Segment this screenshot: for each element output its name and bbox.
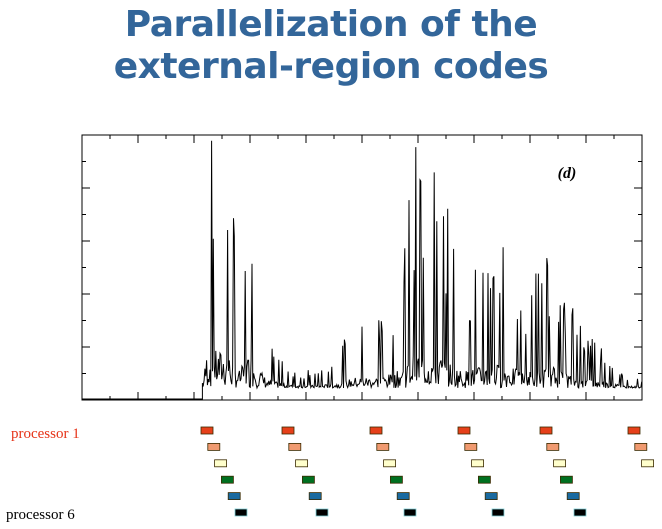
processor-4-task (477, 475, 491, 484)
processor-4-task (389, 475, 403, 484)
panel-label: (d) (558, 165, 577, 182)
processor-5-task (484, 492, 498, 501)
processor-6-task (403, 508, 417, 517)
slide-title: Parallelization of the external-region c… (0, 4, 662, 88)
processor-6-task (234, 508, 248, 517)
processor-6-task (491, 508, 505, 517)
processor-1-task (627, 426, 641, 435)
processor-2-task (546, 442, 560, 451)
title-line-2: external-region codes (113, 46, 549, 87)
processor-5-task (396, 492, 410, 501)
processor-5-task (308, 492, 322, 501)
processor-3-task (295, 459, 309, 468)
processor-1-task (457, 426, 471, 435)
processor-3-task (553, 459, 566, 468)
processor-3-task (471, 459, 485, 468)
processor-2-task (634, 442, 648, 451)
processor-2-task (207, 442, 221, 451)
processor-4-task (301, 475, 315, 484)
processor-2-task (464, 442, 478, 451)
processor-3-task (383, 459, 397, 468)
processor-2-task (288, 442, 302, 451)
processor-3-task (214, 459, 228, 468)
task-schedule (200, 426, 654, 517)
processor-4-task (560, 475, 573, 484)
processor-5-task (227, 492, 241, 501)
processor-1-task (539, 426, 553, 435)
processor-1-label: processor 1 (11, 426, 80, 442)
processor-3-task (641, 459, 654, 468)
processor-5-task (566, 492, 580, 501)
spectrum-line (82, 140, 643, 400)
processor-1-task (369, 426, 383, 435)
title-line-1: Parallelization of the (124, 4, 538, 45)
processor-6-task (315, 508, 329, 517)
processor-4-task (220, 475, 234, 484)
processor-1-task (200, 426, 214, 435)
processor-1-task (281, 426, 295, 435)
processor-6-label: processor 6 (6, 507, 75, 523)
processor-2-task (376, 442, 390, 451)
processor-6-task (573, 508, 587, 517)
